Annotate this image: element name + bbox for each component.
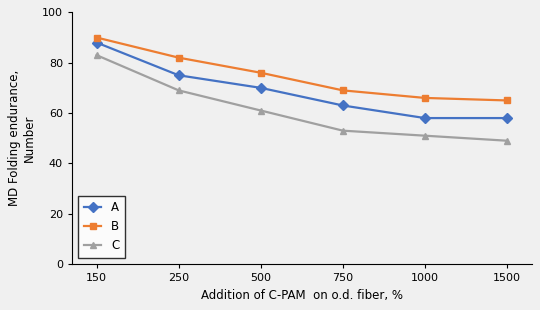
X-axis label: Addition of C-PAM  on o.d. fiber, %: Addition of C-PAM on o.d. fiber, % [201, 289, 403, 302]
B [176, 56, 182, 60]
A [176, 73, 182, 77]
A [504, 116, 510, 120]
B [504, 99, 510, 102]
C [422, 134, 428, 138]
B [422, 96, 428, 100]
Legend: A, B, C: A, B, C [78, 196, 125, 258]
A [93, 41, 100, 44]
Line: A: A [93, 39, 510, 122]
Line: C: C [93, 52, 510, 144]
B [340, 89, 346, 92]
B [93, 36, 100, 39]
C [258, 109, 264, 113]
C [176, 89, 182, 92]
A [340, 104, 346, 107]
C [93, 53, 100, 57]
Line: B: B [93, 34, 510, 104]
A [258, 86, 264, 90]
C [340, 129, 346, 132]
Y-axis label: MD Folding endurance,
Number: MD Folding endurance, Number [8, 70, 36, 206]
B [258, 71, 264, 75]
C [504, 139, 510, 143]
A [422, 116, 428, 120]
